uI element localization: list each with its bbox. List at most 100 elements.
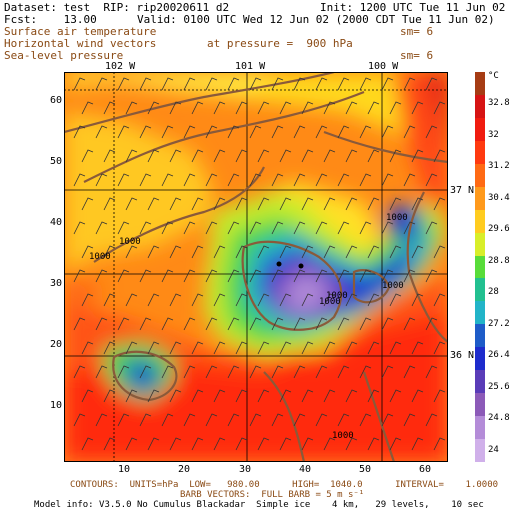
wind-barb — [293, 173, 306, 187]
wind-barb — [191, 437, 204, 451]
wind-barb — [323, 389, 336, 403]
wind-barb — [337, 221, 350, 235]
colorbar-label: 32.8 — [488, 98, 510, 108]
wind-barb — [117, 413, 130, 427]
wind-barb — [323, 437, 336, 451]
wind-barb — [411, 437, 424, 451]
x-tick-label: 10 — [118, 464, 131, 475]
colorbar-label: 32 — [488, 129, 499, 140]
wind-barb — [279, 245, 292, 259]
wind-barb — [359, 413, 372, 427]
wind-barb — [249, 269, 262, 283]
wind-barb — [73, 221, 86, 235]
wind-barb — [337, 77, 350, 91]
wind-barb — [367, 149, 380, 163]
wind-barb — [117, 77, 130, 91]
wind-barb — [301, 101, 314, 115]
wind-barb — [139, 221, 152, 235]
wind-barb — [301, 437, 314, 451]
wind-barb — [367, 389, 380, 403]
wind-barb — [183, 365, 196, 379]
wind-barb — [293, 317, 306, 331]
wind-barb — [103, 197, 116, 211]
wind-barb — [301, 149, 314, 163]
wind-barb — [183, 269, 196, 283]
wind-barb — [249, 221, 262, 235]
wind-barb — [139, 173, 152, 187]
wind-barb — [191, 245, 204, 259]
wind-barb — [81, 389, 94, 403]
wind-barb — [81, 245, 94, 259]
wind-barb — [323, 101, 336, 115]
wind-barb — [271, 269, 284, 283]
pressure-center-dot — [298, 263, 304, 269]
wind-barb — [125, 149, 138, 163]
wind-barb — [293, 269, 306, 283]
wind-barb — [169, 101, 182, 115]
field-wind-pressure: at pressure = 900 hPa — [207, 37, 353, 50]
wind-barb — [411, 149, 424, 163]
wind-barb — [403, 125, 416, 139]
wind-barb — [227, 413, 240, 427]
wind-barb — [103, 245, 116, 259]
lon-label-100w: 100 W — [368, 61, 399, 72]
wind-barb — [411, 293, 424, 307]
wind-barb — [103, 149, 116, 163]
wind-barb — [147, 293, 160, 307]
field-wind-label: Horizontal wind vectors — [4, 37, 157, 50]
wind-barb — [139, 269, 152, 283]
wind-barb — [169, 197, 182, 211]
wind-barb — [315, 365, 328, 379]
wind-barb — [249, 365, 262, 379]
colorbar — [475, 72, 485, 463]
wind-barb — [279, 149, 292, 163]
wind-barb — [161, 77, 174, 91]
wind-barb — [205, 221, 218, 235]
wind-barb — [103, 101, 116, 115]
colorbar-unit: °C — [488, 71, 499, 81]
wind-barb — [301, 293, 314, 307]
wind-barb — [345, 149, 358, 163]
wind-barb — [381, 77, 394, 91]
wind-barb — [183, 413, 196, 427]
colorbar-segment — [475, 324, 485, 348]
wind-barb — [367, 437, 380, 451]
wind-barb — [315, 77, 328, 91]
wind-barb — [147, 341, 160, 355]
wind-barb — [403, 173, 416, 187]
wind-barb — [81, 437, 94, 451]
colorbar-segment — [475, 393, 485, 417]
wind-barb — [147, 101, 160, 115]
wind-barb — [411, 197, 424, 211]
colorbar-segment — [475, 117, 485, 142]
wind-barb — [81, 341, 94, 355]
wind-barb — [367, 197, 380, 211]
wind-barb — [425, 221, 438, 235]
wind-barb — [257, 341, 270, 355]
wind-barb — [95, 221, 108, 235]
x-tick-label: 60 — [419, 464, 432, 475]
wind-barb — [213, 389, 226, 403]
wind-barb — [73, 77, 86, 91]
wind-barb — [411, 341, 424, 355]
wind-barb — [389, 149, 402, 163]
lon-label-101w: 101 W — [235, 61, 266, 72]
wind-barb — [279, 101, 292, 115]
wind-barb — [425, 317, 438, 331]
wind-barb — [249, 173, 262, 187]
y-tick-label: 10 — [50, 400, 63, 411]
wind-barb — [161, 413, 174, 427]
wind-barb — [161, 221, 174, 235]
field-temperature-label: Surface air temperature — [4, 25, 157, 38]
wind-barb — [425, 125, 438, 139]
wind-barb — [301, 341, 314, 355]
wind-barb — [213, 149, 226, 163]
wind-barb — [183, 221, 196, 235]
wind-barb — [73, 317, 86, 331]
wind-barb — [425, 77, 438, 91]
wind-barb — [125, 341, 138, 355]
wind-barb — [271, 125, 284, 139]
pressure-center-dot — [276, 261, 282, 267]
colorbar-label: 25.6 — [488, 381, 510, 392]
wind-barb — [147, 197, 160, 211]
